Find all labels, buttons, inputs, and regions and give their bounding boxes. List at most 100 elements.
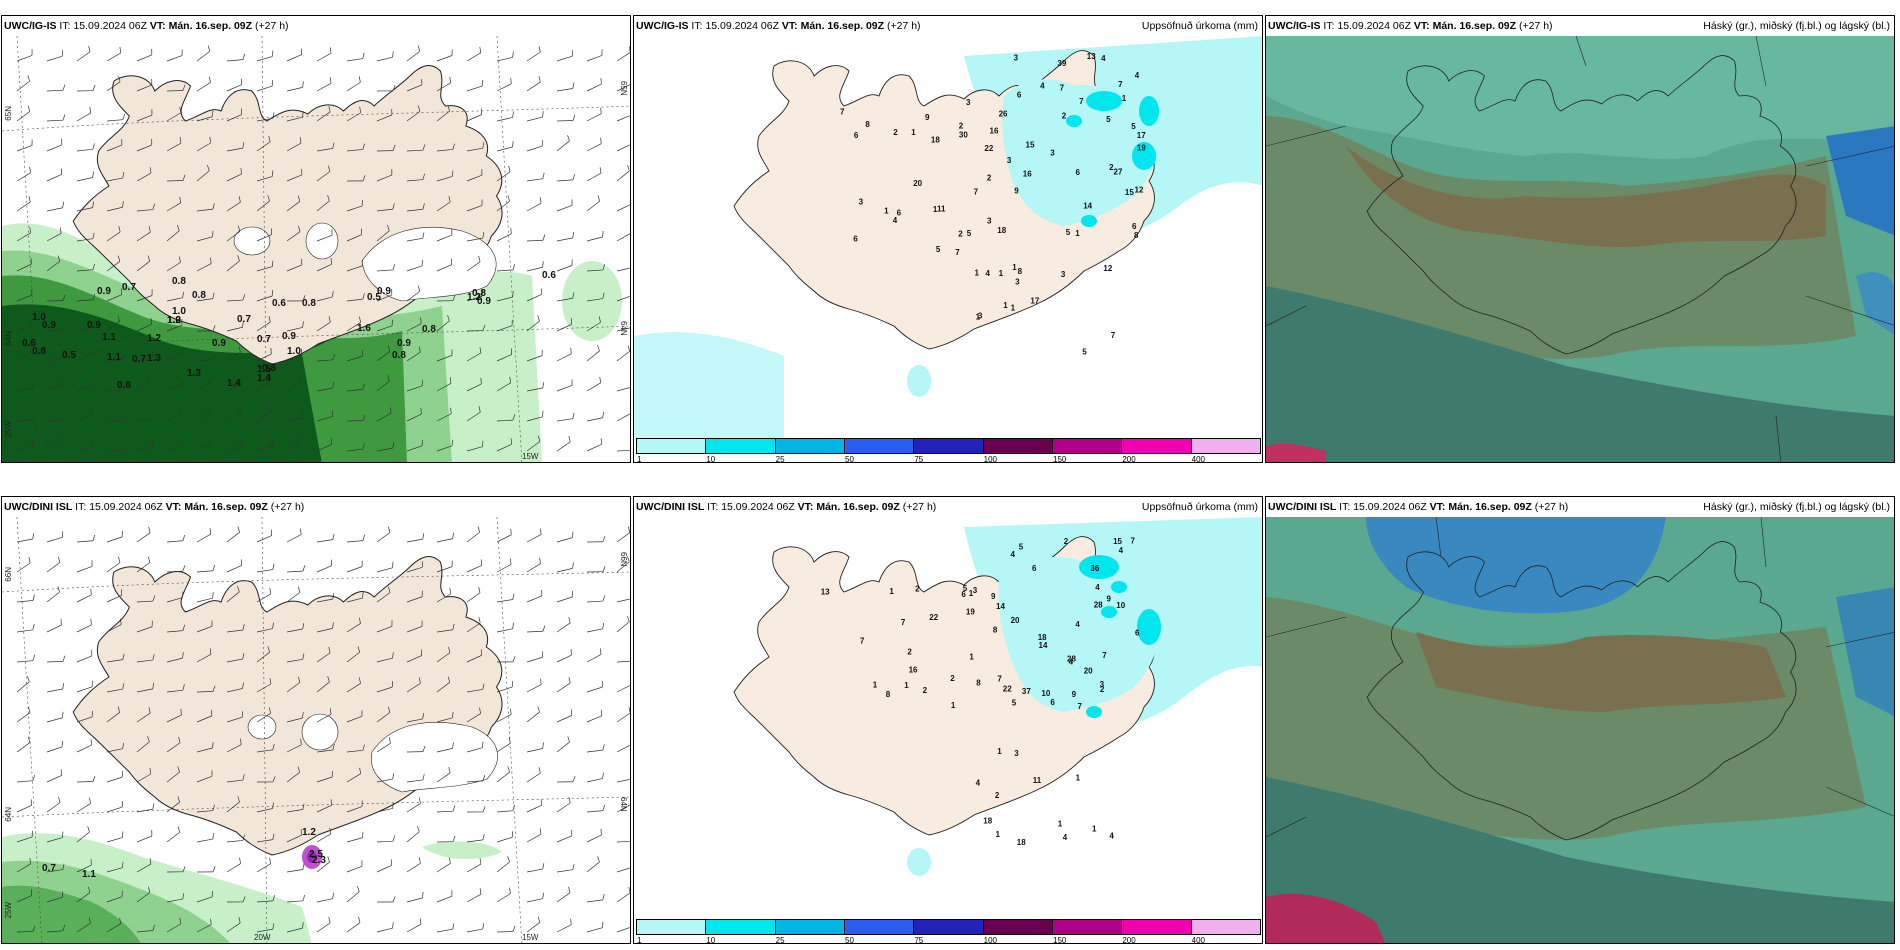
lat-label-right-2: 64N: [619, 321, 628, 336]
precip-value-label: 7: [955, 248, 960, 257]
wind-barb: [346, 81, 361, 92]
lon-label-1: 25W: [4, 902, 13, 919]
wind-barb: [226, 147, 243, 152]
lat-label-right: 66N: [619, 552, 628, 567]
wind-barb-flag: [422, 891, 424, 898]
wind-barb-flag: [628, 707, 630, 714]
lead-time: (+27 h): [1518, 20, 1553, 32]
wind-barb: [106, 688, 123, 693]
wind-barb: [556, 682, 571, 693]
wind-barb: [136, 54, 152, 62]
wind-barb-flag: [480, 377, 482, 384]
gust-value-label: 1.2: [467, 292, 481, 303]
wind-barb-flag: [329, 47, 332, 54]
wind-barb: [436, 176, 453, 182]
wind-barb: [76, 624, 92, 633]
wind-barb: [16, 562, 31, 573]
wind-barb-flag: [422, 203, 425, 210]
precip-value-label: 1: [1092, 825, 1097, 834]
wind-barb-flag: [512, 656, 516, 662]
precip-value-label: 14: [996, 602, 1005, 611]
wind-barb-flag: [272, 260, 274, 267]
wind-barb-flag: [122, 444, 126, 451]
precip-value-label: 20: [1084, 666, 1093, 675]
wind-barb: [556, 418, 573, 422]
gust-value-label: 1.0: [287, 346, 301, 357]
wind-barb: [376, 294, 392, 302]
wind-barb: [376, 351, 391, 362]
wind-barb: [136, 381, 151, 392]
wind-barb-flag: [179, 917, 182, 924]
model-name: UWC/IG-IS: [636, 20, 689, 32]
wind-barb: [556, 55, 573, 62]
wind-barb: [16, 629, 33, 633]
colorbar-segment: [1052, 438, 1123, 454]
vt-label: VT:: [1429, 501, 1446, 513]
wind-barb: [496, 714, 512, 723]
wind-barb: [286, 327, 303, 332]
wind-barb-flag: [537, 706, 540, 713]
it-label: IT:: [691, 20, 703, 32]
wind-barb: [286, 534, 302, 543]
wind-barb: [256, 200, 270, 212]
wind-barb-flag: [482, 775, 486, 781]
wind-barb-flag: [302, 111, 304, 118]
wind-barb: [16, 111, 31, 122]
wind-barb: [616, 660, 630, 663]
wind-barb-flag: [32, 382, 35, 389]
colorbar-segment: [705, 919, 776, 935]
precip-value-label: 4: [1135, 71, 1140, 80]
wind-barb: [286, 54, 302, 62]
wind-barb: [436, 382, 452, 392]
model-name: UWC/DINI ISL: [636, 501, 705, 513]
gust-value-label: 0.5: [62, 350, 76, 361]
wind-barb-flag: [332, 290, 334, 298]
wind-barb: [406, 567, 423, 573]
precip-value-label: 30: [959, 130, 968, 139]
wind-barb: [226, 716, 243, 723]
precip-value-label: 14: [1083, 201, 1092, 210]
wind-barb-flag: [92, 321, 95, 328]
wind-barb-flag: [417, 825, 420, 832]
wind-barb: [226, 922, 241, 933]
wind-barb-flag: [148, 226, 151, 233]
wind-barb-flag: [630, 739, 631, 745]
wind-barb-flag: [389, 407, 392, 414]
gust-value-label: 0.8: [172, 276, 186, 287]
wind-barb-flag: [359, 316, 361, 323]
wind-barb-flag: [572, 82, 575, 89]
wind-barb: [316, 598, 333, 603]
wind-barb: [136, 323, 152, 332]
wind-barb: [256, 535, 272, 543]
wind-barb: [46, 119, 63, 122]
wind-barb-flag: [242, 53, 245, 60]
wind-barb-flag: [629, 407, 630, 409]
wind-barb: [46, 89, 64, 92]
wind-barb: [166, 597, 183, 603]
wind-barb-flag: [269, 678, 272, 685]
wind-barb: [106, 867, 123, 873]
wind-barb: [166, 384, 182, 392]
wind-barb: [256, 234, 272, 242]
wind-barb: [586, 834, 602, 843]
wind-barb: [556, 802, 571, 813]
wind-barb: [226, 59, 243, 62]
wind-barb: [316, 628, 333, 633]
wind-barb-flag: [388, 737, 391, 744]
gust-value-label: 0.8: [422, 324, 436, 335]
wind-barb: [406, 445, 423, 452]
wind-barb-flag: [147, 556, 151, 563]
wind-barb: [106, 320, 120, 332]
wind-barb-flag: [272, 802, 274, 809]
wind-barb: [376, 114, 392, 122]
wind-barb-flag: [392, 442, 395, 449]
wind-barb: [46, 837, 63, 843]
wind-barb: [136, 532, 151, 543]
wind-barb: [496, 325, 513, 332]
wind-barb-flag: [117, 315, 120, 322]
wind-barb-flag: [362, 143, 365, 150]
wind-barb: [16, 201, 31, 212]
wind-barb: [76, 413, 92, 422]
wind-barb: [226, 84, 242, 92]
precip-value-label: 1: [933, 205, 938, 214]
